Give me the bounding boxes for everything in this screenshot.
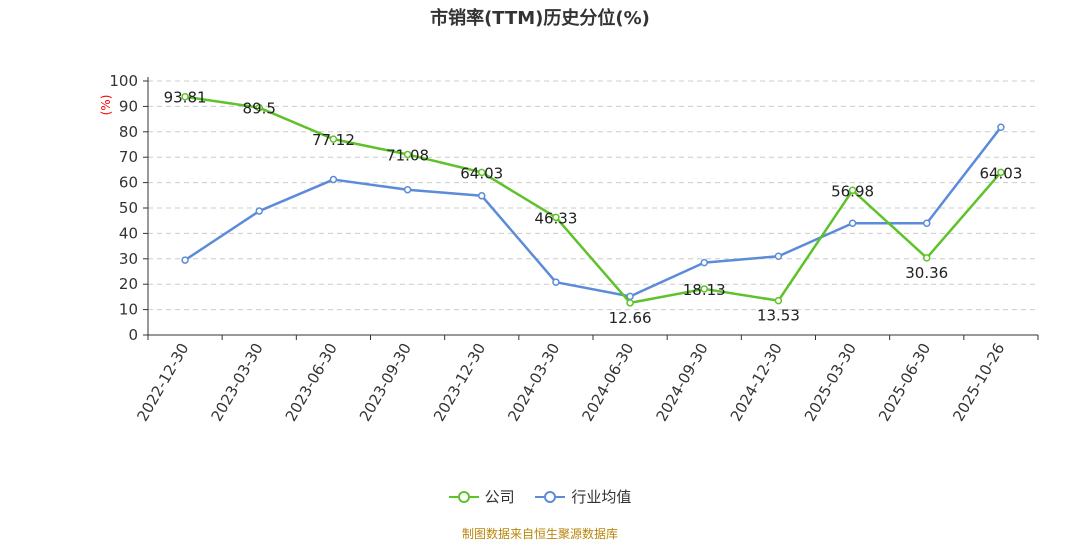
data-label-company: 64.03 bbox=[460, 164, 503, 182]
data-point-industry bbox=[700, 258, 708, 267]
legend-label-industry: 行业均值 bbox=[571, 488, 632, 506]
y-tick-label: 70 bbox=[119, 148, 138, 166]
x-tick-label: 2023-03-30 bbox=[208, 340, 267, 425]
data-label-company: 18.13 bbox=[683, 281, 726, 299]
data-point-industry bbox=[923, 219, 931, 227]
data-point-company bbox=[403, 150, 412, 159]
y-tick-label: 20 bbox=[119, 275, 138, 293]
data-label-company: 56.98 bbox=[831, 182, 874, 200]
data-point-industry bbox=[255, 207, 263, 215]
data-point-industry bbox=[181, 256, 189, 264]
data-point-industry bbox=[403, 185, 412, 194]
series-line-company bbox=[184, 95, 1002, 305]
legend-label-company: 公司 bbox=[484, 488, 515, 506]
y-tick-label: 10 bbox=[119, 301, 138, 319]
y-tick-label: 0 bbox=[128, 326, 138, 344]
y-tick-label: 60 bbox=[119, 174, 138, 192]
x-tick-label: 2023-06-30 bbox=[282, 340, 341, 425]
chart-title: 市销率(TTM)历史分位(%) bbox=[430, 8, 650, 29]
data-point-company bbox=[329, 135, 338, 143]
x-tick-label: 2022-12-30 bbox=[133, 340, 192, 425]
series-line-industry bbox=[184, 126, 1002, 298]
data-point-company bbox=[774, 296, 783, 305]
y-tick-label: 100 bbox=[109, 72, 138, 90]
data-point-company bbox=[181, 92, 189, 101]
data-point-company bbox=[997, 168, 1005, 177]
data-point-company bbox=[626, 299, 634, 307]
data-label-company: 93.81 bbox=[164, 89, 207, 107]
x-tick-label: 2025-10-26 bbox=[949, 340, 1008, 425]
data-point-industry bbox=[478, 192, 486, 200]
data-point-industry bbox=[848, 219, 857, 227]
x-tick-label: 2025-03-30 bbox=[801, 340, 860, 425]
x-tick-label: 2024-09-30 bbox=[653, 340, 712, 425]
data-label-company: 71.08 bbox=[386, 146, 429, 164]
data-label-company: 13.53 bbox=[757, 307, 800, 325]
data-point-industry bbox=[552, 278, 560, 286]
source-note: 制图数据来自恒生聚源数据库 bbox=[461, 527, 618, 541]
data-point-industry bbox=[774, 252, 783, 261]
legend-item-industry[interactable]: 行业均值 bbox=[535, 486, 631, 507]
data-point-industry bbox=[997, 123, 1005, 131]
data-point-industry bbox=[329, 175, 338, 184]
data-point-company bbox=[552, 213, 560, 222]
data-label-company: 64.03 bbox=[979, 164, 1022, 182]
data-point-company bbox=[848, 186, 857, 195]
x-tick-label: 2023-12-30 bbox=[430, 340, 489, 425]
legend-line-marker-company bbox=[448, 490, 479, 503]
data-point-company bbox=[700, 285, 708, 293]
data-point-company bbox=[923, 254, 931, 262]
legend-line-marker-industry bbox=[535, 490, 566, 503]
x-tick-label: 2023-09-30 bbox=[356, 340, 415, 425]
data-point-company bbox=[478, 168, 486, 177]
data-point-company bbox=[255, 103, 263, 112]
x-tick-label: 2024-03-30 bbox=[504, 340, 563, 425]
legend-item-company[interactable]: 公司 bbox=[448, 486, 515, 507]
data-label-company: 77.12 bbox=[312, 131, 355, 149]
x-tick-label: 2024-06-30 bbox=[578, 340, 637, 425]
data-point-industry bbox=[626, 292, 634, 301]
data-label-company: 89.5 bbox=[243, 100, 276, 118]
data-label-company: 30.36 bbox=[905, 264, 948, 282]
data-label-company: 12.66 bbox=[609, 309, 652, 327]
legend: 公司 行业均值 bbox=[0, 486, 1080, 508]
y-axis-label: (%) bbox=[99, 95, 113, 116]
y-tick-label: 50 bbox=[119, 199, 138, 217]
x-tick-label: 2024-12-30 bbox=[727, 340, 786, 425]
y-tick-label: 30 bbox=[119, 250, 138, 268]
y-tick-label: 40 bbox=[119, 224, 138, 242]
x-tick-label: 2025-06-30 bbox=[875, 340, 934, 425]
y-tick-label: 90 bbox=[119, 97, 138, 115]
data-label-company: 46.33 bbox=[534, 209, 577, 227]
y-tick-label: 80 bbox=[119, 123, 138, 141]
